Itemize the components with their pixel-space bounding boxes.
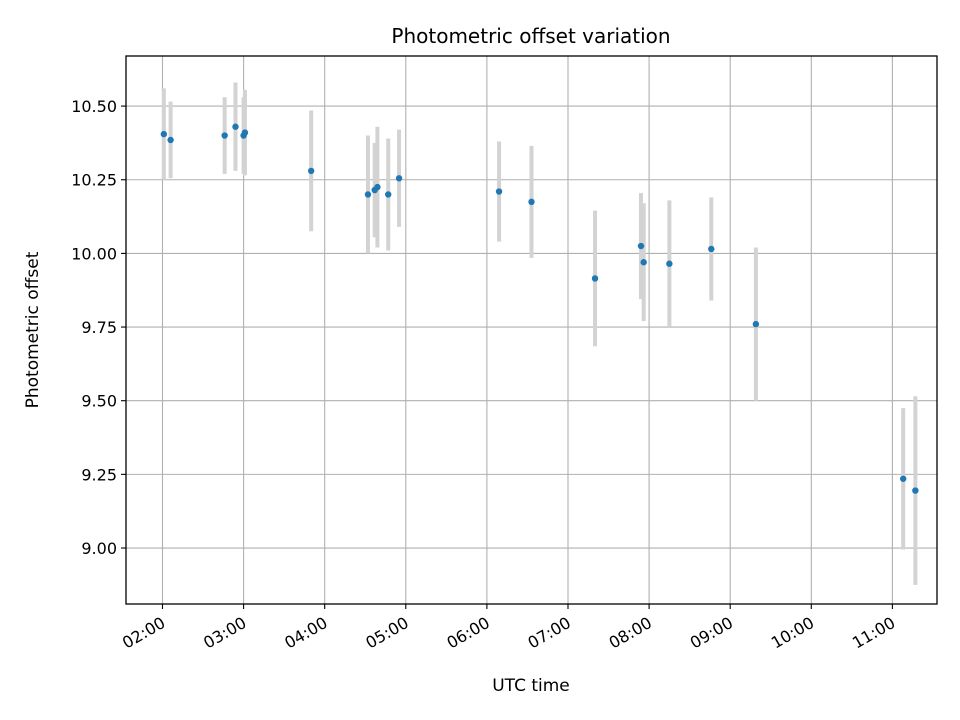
data-point: [640, 259, 647, 266]
x-tick-label: 06:00: [443, 613, 492, 653]
y-tick-label: 10.25: [71, 171, 117, 190]
grid: [126, 56, 937, 604]
data-point: [364, 191, 372, 198]
data-point: [912, 487, 919, 494]
x-tick-label: 11:00: [849, 613, 898, 653]
x-axis-label: UTC time: [492, 676, 570, 696]
data-point: [374, 183, 381, 191]
data-point: [637, 242, 645, 250]
data-point: [167, 136, 174, 144]
data-point: [752, 320, 760, 328]
data-point: [385, 191, 392, 198]
y-axis-label: Photometric offset: [23, 251, 43, 408]
data-point: [241, 129, 249, 136]
x-tick-label: 04:00: [281, 613, 330, 653]
x-axis: 02:00 03:00 04:00 05:00 06:00 07:00 08:00 09:00…: [119, 604, 898, 653]
data-point: [528, 198, 535, 206]
x-tick-label: 08:00: [606, 613, 655, 653]
data-point: [900, 475, 907, 482]
data-point: [666, 260, 673, 267]
x-tick-label: 10:00: [768, 613, 817, 653]
x-tick-label: 02:00: [119, 613, 168, 653]
data-point: [232, 123, 239, 130]
x-tick-label: 03:00: [200, 613, 249, 653]
data-point: [395, 175, 403, 182]
y-tick-label: 9.25: [81, 465, 117, 484]
y-axis: 9.00 9.25 9.50 9.75 10.00 10.25 10.50: [71, 97, 126, 558]
plot-frame: [125, 55, 938, 605]
error-bars: [161, 82, 918, 585]
y-tick-label: 10.00: [71, 244, 117, 263]
data-points: [160, 123, 919, 494]
x-tick-label: 09:00: [687, 613, 736, 653]
data-point: [708, 245, 715, 253]
x-tick-label: 07:00: [525, 613, 574, 653]
data-point: [221, 132, 228, 139]
y-tick-label: 9.00: [81, 539, 117, 558]
data-point: [160, 130, 168, 138]
chart-title: Photometric offset variation: [391, 24, 670, 48]
x-tick-label: 05:00: [362, 613, 411, 653]
y-tick-label: 9.75: [81, 318, 117, 337]
y-tick-label: 9.50: [81, 392, 117, 411]
data-point: [591, 275, 599, 282]
data-point: [307, 167, 315, 175]
data-point: [495, 188, 503, 195]
y-tick-label: 10.50: [71, 97, 117, 116]
